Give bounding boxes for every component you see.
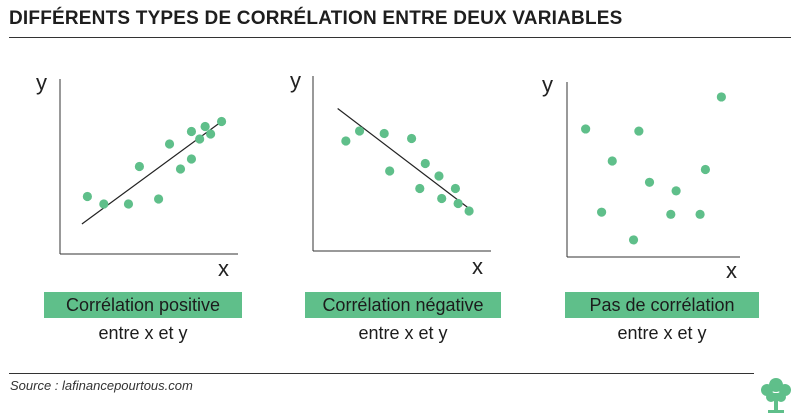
label-no-correlation: Pas de corrélation	[565, 292, 759, 318]
y-axis-label: y	[36, 70, 47, 95]
data-point	[634, 126, 644, 136]
data-point	[437, 193, 447, 204]
tree-logo-icon	[761, 378, 791, 413]
data-point	[415, 183, 425, 194]
data-point	[164, 139, 175, 149]
data-point	[123, 199, 134, 209]
x-axis-label: x	[218, 256, 229, 281]
data-point	[206, 129, 216, 139]
chart-no-correlation: yx	[542, 72, 740, 283]
y-axis-label: y	[290, 68, 301, 93]
subcaption-positive: entre x et y	[98, 323, 188, 343]
data-point	[153, 194, 164, 204]
data-point	[666, 209, 676, 219]
data-point	[434, 171, 444, 181]
data-point	[406, 133, 417, 144]
data-point	[195, 134, 205, 144]
data-point	[597, 207, 607, 217]
data-point	[200, 121, 210, 132]
y-axis-label: y	[542, 72, 553, 97]
data-point	[186, 126, 197, 137]
data-point	[581, 124, 591, 134]
subcaption-negative: entre x et y	[358, 323, 448, 343]
label-positive-correlation: Corrélation positive	[44, 292, 242, 318]
label-negative-correlation: Corrélation négative	[305, 292, 501, 318]
chart-negative-correlation: yx	[290, 68, 491, 279]
data-point	[607, 156, 617, 166]
source-note: Source : lafinancepourtous.com	[10, 378, 193, 393]
data-point	[671, 186, 681, 196]
title-divider	[9, 37, 791, 38]
data-point	[134, 161, 145, 172]
data-point	[379, 128, 389, 139]
data-point	[385, 166, 395, 176]
data-point	[464, 206, 474, 216]
data-point	[450, 183, 460, 194]
page-title: DIFFÉRENTS TYPES DE CORRÉLATION ENTRE DE…	[9, 8, 623, 29]
data-point	[453, 198, 463, 209]
data-point	[695, 209, 705, 219]
data-point	[628, 235, 639, 245]
data-point	[99, 199, 109, 209]
x-axis-label: x	[726, 258, 737, 283]
data-point	[420, 158, 430, 169]
data-point	[186, 154, 197, 164]
data-point	[354, 126, 365, 136]
data-point	[700, 164, 711, 175]
x-axis-label: x	[472, 254, 483, 279]
data-point	[216, 116, 227, 127]
data-point	[82, 191, 92, 202]
trend-line	[337, 108, 470, 209]
footer-divider	[9, 373, 754, 374]
data-point	[644, 177, 655, 187]
data-point	[716, 92, 726, 102]
data-point	[175, 164, 186, 174]
chart-positive-correlation: yx	[36, 70, 238, 281]
data-point	[341, 136, 351, 146]
subcaption-none: entre x et y	[617, 323, 707, 343]
